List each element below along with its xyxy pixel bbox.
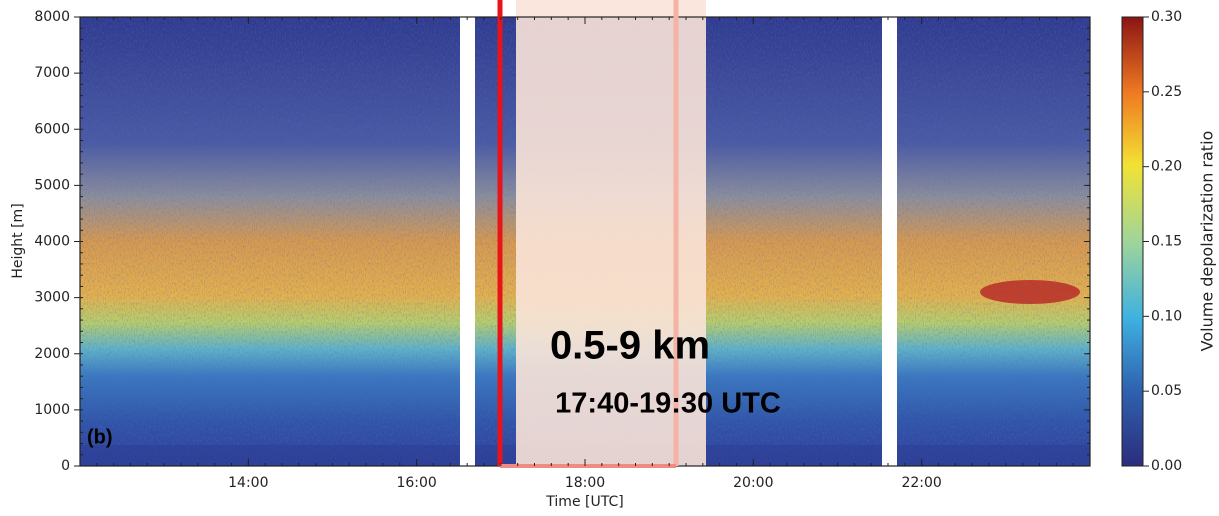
colorbar <box>1121 16 1144 467</box>
panel-label: (b) <box>87 426 113 448</box>
y-tick-label: 1000 <box>34 402 70 418</box>
y-tick-label: 7000 <box>34 65 70 81</box>
colorbar-tick-label: 0.15 <box>1151 234 1182 250</box>
x-tick-label: 16:00 <box>396 475 436 491</box>
y-tick-label: 2000 <box>34 346 70 362</box>
x-axis-label: Time [UTC] <box>545 494 623 510</box>
x-tick-label: 14:00 <box>228 475 268 491</box>
colorbar-tick-label: 0.05 <box>1151 383 1182 399</box>
x-tick-label: 22:00 <box>901 475 941 491</box>
y-tick-label: 3000 <box>34 290 70 306</box>
annotation: 17:40-19:30 UTC <box>555 388 781 420</box>
colorbar-tick-label: 0.30 <box>1151 9 1182 25</box>
y-tick-label: 5000 <box>34 177 70 193</box>
y-tick-label: 4000 <box>34 234 70 250</box>
y-axis-label: Height [m] <box>10 203 26 278</box>
y-tick-label: 8000 <box>34 9 70 25</box>
colorbar-tick-label: 0.10 <box>1151 308 1182 324</box>
colorbar-label: Volume depolarization ratio <box>1198 131 1217 352</box>
colorbar-tick-label: 0.25 <box>1151 84 1182 100</box>
annotation: 0.5-9 km <box>550 324 710 368</box>
x-tick-label: 20:00 <box>733 475 773 491</box>
x-tick-label: 18:00 <box>565 475 605 491</box>
y-tick-label: 0 <box>61 458 70 474</box>
y-tick-label: 6000 <box>34 121 70 137</box>
colorbar-tick-label: 0.00 <box>1151 458 1182 474</box>
colorbar-tick-label: 0.20 <box>1151 159 1182 175</box>
